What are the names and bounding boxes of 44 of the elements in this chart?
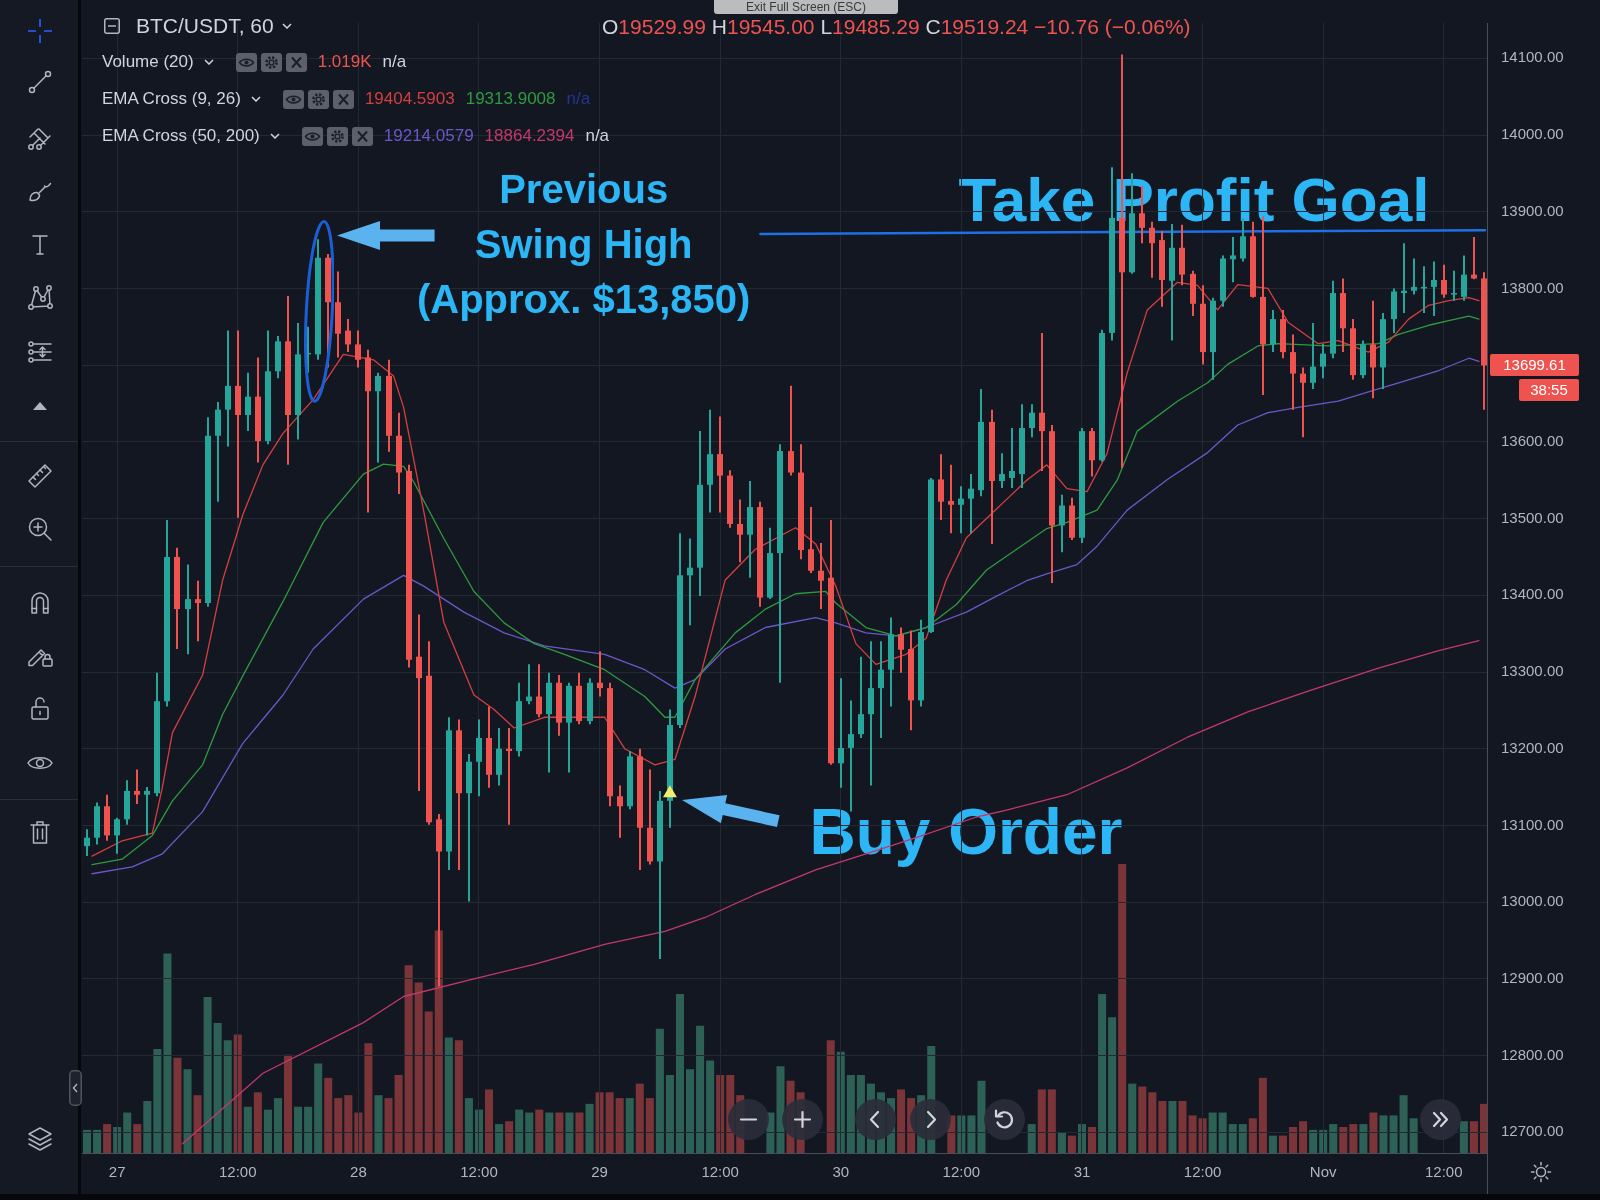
chart-subtitle: O19529.99 H19545.00 L19485.29 C19519.24 −10.76 (−0.06%) <box>602 15 1191 38</box>
x-tick-label: 27 <box>108 1163 126 1181</box>
x-tick-label: 30 <box>832 1163 850 1181</box>
annotation: n/a <box>566 88 591 110</box>
y-tick-label: 13200.00 <box>1501 738 1564 756</box>
annotation: Buy Order <box>809 795 1123 868</box>
y-tick-label: 13000.00 <box>1501 892 1564 910</box>
y-tick-label: 13500.00 <box>1501 508 1564 526</box>
annotation: Previous Swing High (Approx. $13,850) <box>416 165 751 323</box>
x-tick-label: 12:00 <box>1183 1163 1222 1181</box>
annotation: 18864.2394 <box>484 125 575 147</box>
annotation: 19214.0579 <box>383 125 474 147</box>
y-tick-label: 12900.00 <box>1501 969 1564 986</box>
y-tick-label: 13400.00 <box>1501 585 1564 603</box>
annotation: 1.019K <box>317 51 372 73</box>
annotation: n/a <box>585 125 610 147</box>
x-tick-label: 29 <box>591 1163 608 1181</box>
x-tick-label: 12:00 <box>701 1163 739 1181</box>
y-tick-label: 13600.00 <box>1501 432 1564 449</box>
y-tick-label: 12700.00 <box>1501 1122 1564 1140</box>
x-tick-label: Nov <box>1309 1163 1338 1181</box>
text: 38:55 <box>1519 379 1579 402</box>
y-tick-label: 13300.00 <box>1501 662 1564 680</box>
annotation: n/a <box>382 51 407 73</box>
x-tick-label: 31 <box>1073 1163 1091 1181</box>
y-tick-label: 13900.00 <box>1501 201 1564 219</box>
y-tick-label: 13100.00 <box>1501 815 1564 833</box>
y-tick-label: 12800.00 <box>1501 1045 1564 1063</box>
annotation: 19313.9008 <box>465 88 556 110</box>
y-tick-label: 14000.00 <box>1501 125 1564 143</box>
x-tick-label: 12:00 <box>219 1163 257 1181</box>
annotation: Volume (20) <box>102 51 194 73</box>
y-tick-label: 14100.00 <box>1501 48 1564 66</box>
text: Exit Full Screen (ESC) <box>714 0 898 14</box>
x-tick-label: 12:00 <box>1425 1163 1463 1181</box>
x-tick-label: 28 <box>350 1163 367 1181</box>
annotation: EMA Cross (9, 26) <box>102 88 241 110</box>
annotation: EMA Cross (50, 200) <box>102 125 260 147</box>
y-tick-label: 13800.00 <box>1501 278 1564 296</box>
text: 13699.61 <box>1490 354 1579 377</box>
chart-title: BTC/USDT, 60 <box>136 14 274 37</box>
annotation: 19404.5903 <box>364 88 455 110</box>
x-tick-label: 12:00 <box>460 1163 498 1181</box>
x-tick-label: 12:00 <box>942 1163 981 1181</box>
